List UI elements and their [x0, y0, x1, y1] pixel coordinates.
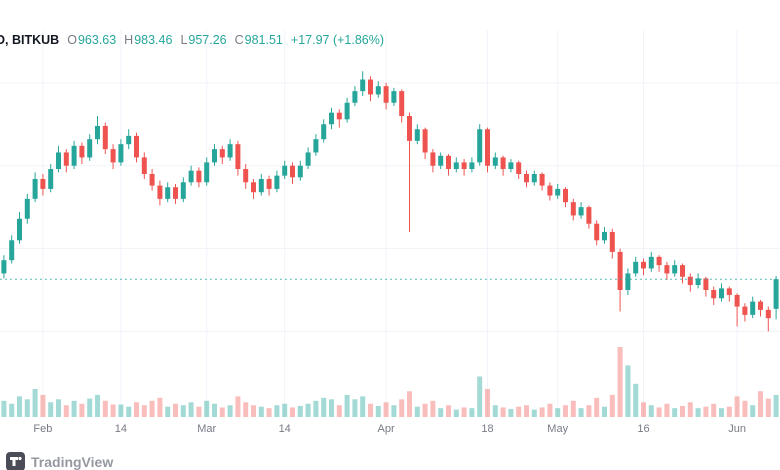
ohlc-low: L 957.26 [180, 33, 227, 47]
change-badge: +17.97 (+1.86%) [290, 33, 385, 47]
ohlc-close: C 981.51 [234, 33, 283, 47]
candles-layer [1, 71, 779, 332]
tradingview-logo-icon [6, 452, 25, 470]
time-axis-label: 18 [481, 423, 493, 435]
tradingview-watermark[interactable]: TradingView [6, 452, 113, 470]
ohlc-open: O 963.63 [67, 33, 117, 47]
time-axis-label: 16 [637, 423, 649, 435]
symbol-title[interactable]: D, BITKUB [0, 33, 60, 47]
time-axis-label: May [547, 423, 568, 435]
time-axis-label: Mar [197, 423, 216, 435]
time-axis-label: 14 [115, 423, 127, 435]
grid-layer [0, 30, 780, 417]
symbol-legend: D, BITKUB O 963.63 H 983.46 L 957.26 C 981.5… [0, 33, 384, 47]
time-axis-label: Apr [378, 423, 395, 435]
ohlc-high: H 983.46 [124, 33, 173, 47]
time-axis-label: Jun [728, 423, 746, 435]
volume-layer [1, 347, 779, 417]
time-axis[interactable]: Feb 14 Mar 14 Apr 18 May 16 Jun [33, 423, 746, 435]
tradingview-watermark-text: TradingView [31, 453, 114, 470]
time-axis-label: 14 [279, 423, 291, 435]
time-axis-label: Feb [33, 423, 52, 435]
